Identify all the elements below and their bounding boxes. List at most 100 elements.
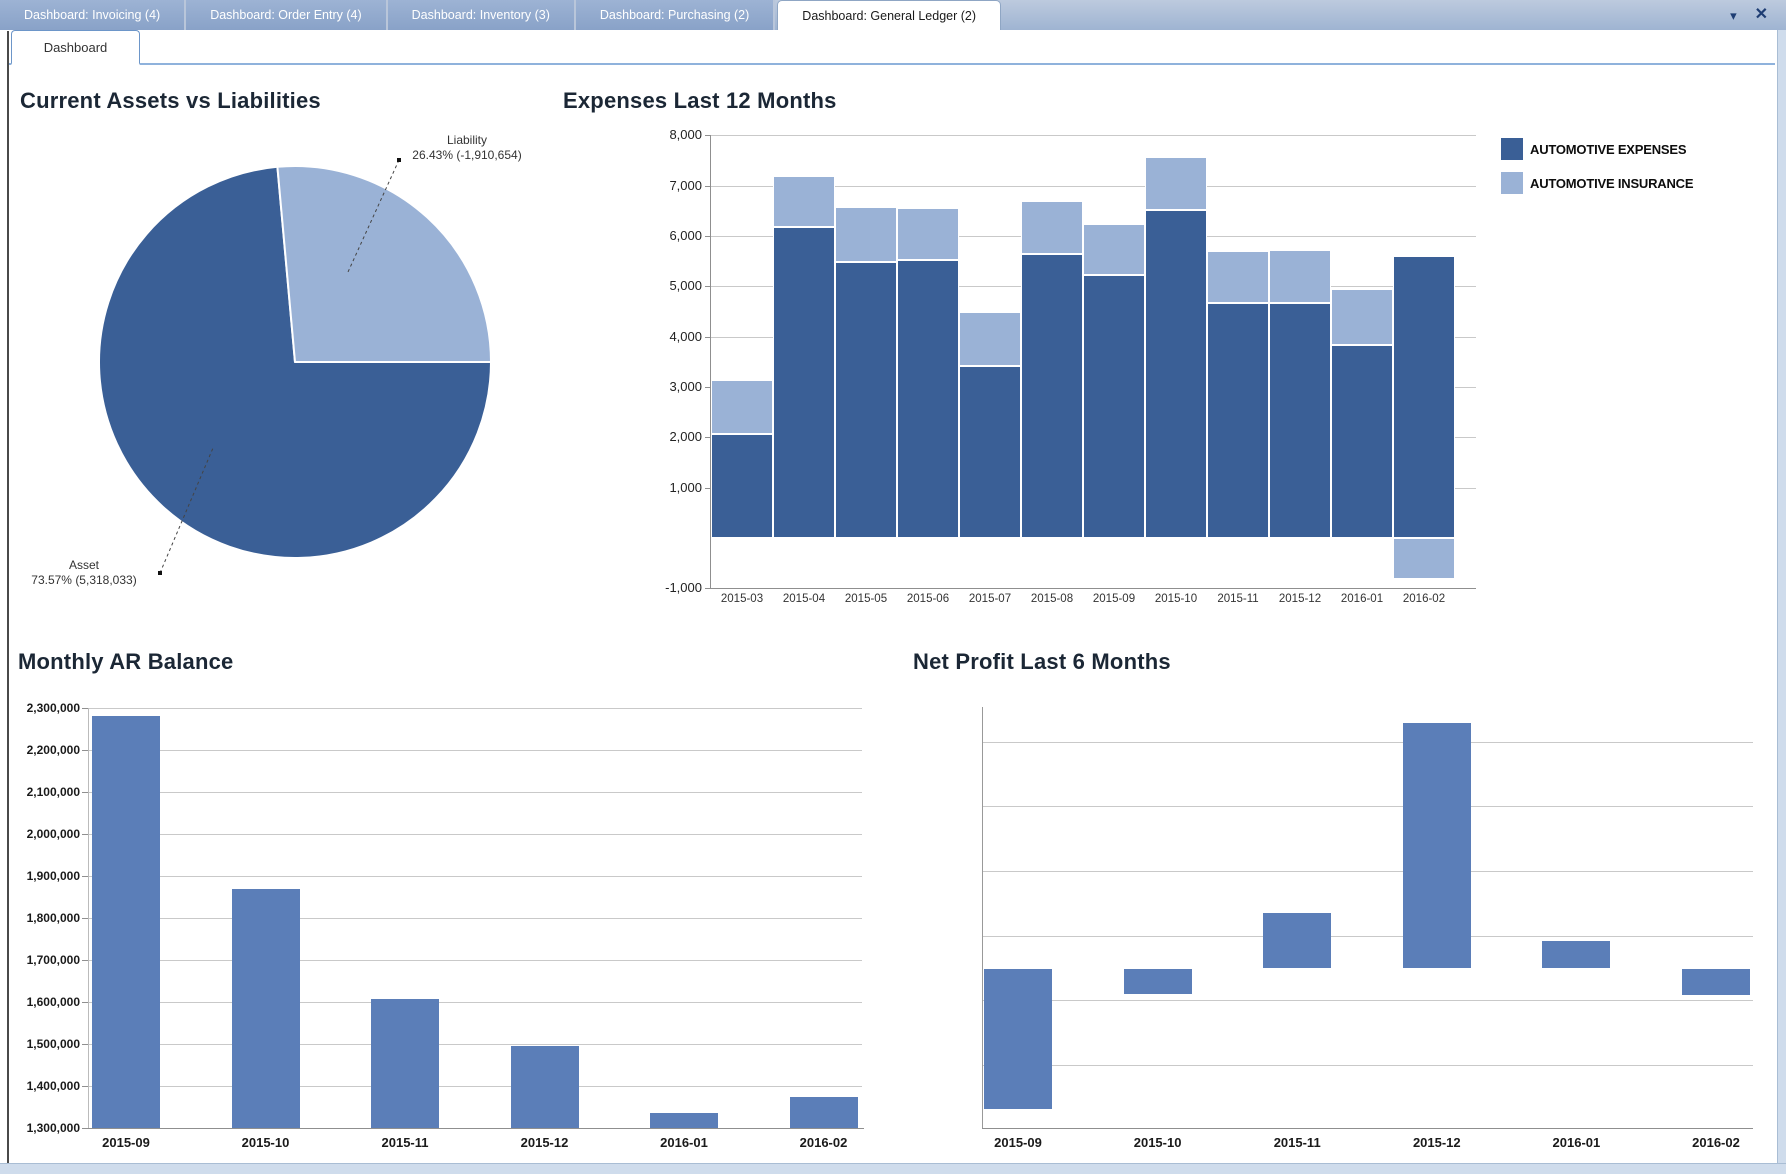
y-axis-tick xyxy=(705,286,710,288)
pie-slice-liability[interactable] xyxy=(276,165,492,363)
y-axis-label: 1,700,000 xyxy=(26,953,80,967)
x-axis-label: 2015-03 xyxy=(720,593,764,605)
gridline xyxy=(982,935,1753,937)
bar-2015-11-automotive-expenses[interactable] xyxy=(1207,303,1269,538)
tab-dashboard-inventory-3[interactable]: Dashboard: Inventory (3) xyxy=(387,0,576,30)
gridline xyxy=(982,1065,1753,1067)
x-axis xyxy=(982,1128,1753,1129)
x-axis-label: 2015-09 xyxy=(102,1135,150,1150)
bar-2015-09-automotive-expenses[interactable] xyxy=(1083,275,1145,538)
tab-dashboard-general-ledger-2[interactable]: Dashboard: General Ledger (2) xyxy=(777,0,1002,31)
bar-2015-10[interactable] xyxy=(231,889,300,1128)
bar-2015-04-automotive-insurance[interactable] xyxy=(773,175,835,228)
bar-2015-10-automotive-insurance[interactable] xyxy=(1145,157,1207,211)
y-axis-label: 1,300,000 xyxy=(26,1121,80,1135)
bar-2016-01[interactable] xyxy=(650,1112,718,1128)
y-axis-tick xyxy=(82,834,88,835)
pie-label-liability-value: 26.43% (-1,910,654) xyxy=(412,148,522,162)
x-axis xyxy=(710,588,1476,590)
expenses-chart-title: Expenses Last 12 Months xyxy=(563,88,837,113)
y-axis-label: 6,000 xyxy=(669,228,702,243)
bar-2015-11-automotive-insurance[interactable] xyxy=(1207,250,1269,304)
gridline xyxy=(88,1044,862,1045)
bar-2015-11[interactable] xyxy=(1263,913,1332,968)
y-axis-tick xyxy=(82,750,88,751)
gridline xyxy=(88,1002,862,1003)
gridline xyxy=(88,918,862,919)
callout-line-liability xyxy=(347,159,400,273)
x-axis-label: 2015-12 xyxy=(520,1135,569,1150)
window-tab-bar: Dashboard: Invoicing (4) Dashboard: Order… xyxy=(0,0,1786,31)
bar-2016-02[interactable] xyxy=(789,1096,858,1128)
y-axis-tick xyxy=(82,1044,88,1045)
bar-2015-03-automotive-expenses[interactable] xyxy=(711,433,773,538)
close-icon[interactable]: ✕ xyxy=(1754,6,1768,23)
bar-2015-11[interactable] xyxy=(371,998,439,1128)
chevron-down-icon[interactable]: ▾ xyxy=(1730,7,1737,23)
y-axis-label: 4,000 xyxy=(669,328,702,344)
y-axis-tick xyxy=(82,918,88,919)
bar-2015-06-automotive-expenses[interactable] xyxy=(897,260,959,538)
y-axis xyxy=(710,135,711,589)
bar-2015-12-automotive-insurance[interactable] xyxy=(1269,250,1331,303)
gridline xyxy=(710,135,1476,137)
x-axis-label: 2015-07 xyxy=(968,593,1012,605)
gridline xyxy=(710,185,1476,187)
y-axis-tick xyxy=(82,708,88,709)
bar-2016-01-automotive-insurance[interactable] xyxy=(1331,289,1393,345)
x-axis-label: 2015-12 xyxy=(1412,1135,1461,1150)
bar-2015-09-automotive-insurance[interactable] xyxy=(1083,223,1145,276)
tab-dashboard[interactable]: Dashboard xyxy=(11,30,140,65)
bar-2015-12[interactable] xyxy=(1402,723,1471,968)
gridline xyxy=(982,870,1753,872)
tab-dashboard-order-entry-4[interactable]: Dashboard: Order Entry (4) xyxy=(186,0,388,30)
y-axis-tick xyxy=(705,135,710,137)
y-axis-tick xyxy=(82,876,88,877)
bar-2015-09[interactable] xyxy=(92,716,160,1128)
gridline xyxy=(88,792,862,793)
y-axis-tick xyxy=(705,487,710,489)
bar-2016-02[interactable] xyxy=(1682,969,1750,995)
x-axis-label: 2015-05 xyxy=(844,593,888,605)
net-profit-chart-title: Net Profit Last 6 Months xyxy=(913,649,1171,674)
bar-2015-10-automotive-expenses[interactable] xyxy=(1145,210,1207,538)
bar-2016-01[interactable] xyxy=(1542,941,1611,968)
bar-2015-08-automotive-insurance[interactable] xyxy=(1021,201,1083,254)
tab-dashboard-invoicing-4[interactable]: Dashboard: Invoicing (4) xyxy=(0,0,187,30)
y-axis-tick xyxy=(82,1128,88,1129)
x-axis-label: 2015-08 xyxy=(1030,593,1074,605)
bar-2015-10[interactable] xyxy=(1123,969,1192,994)
tab-dashboard-purchasing-2[interactable]: Dashboard: Purchasing (2) xyxy=(575,0,776,30)
bar-2015-12-automotive-expenses[interactable] xyxy=(1269,302,1331,538)
pie-label-asset-name: Asset xyxy=(68,558,99,572)
bar-2015-05-automotive-expenses[interactable] xyxy=(835,262,897,538)
y-axis-label: 7,000 xyxy=(669,177,702,193)
gridline xyxy=(88,708,862,709)
gridline xyxy=(982,741,1753,743)
bar-2015-04-automotive-expenses[interactable] xyxy=(773,227,835,538)
bar-2016-02-automotive-expenses[interactable] xyxy=(1393,255,1455,538)
x-axis-label: 2016-02 xyxy=(799,1135,848,1150)
bar-2016-02-automotive-insurance[interactable] xyxy=(1393,538,1455,580)
bar-2015-05-automotive-insurance[interactable] xyxy=(835,206,897,263)
y-axis-tick xyxy=(705,387,710,388)
bar-2015-09[interactable] xyxy=(984,969,1052,1110)
y-axis-tick xyxy=(82,792,88,793)
pie-chart-title: Current Assets vs Liabilities xyxy=(20,88,321,113)
bar-2015-12[interactable] xyxy=(510,1046,579,1128)
callout-line-asset-dot xyxy=(158,571,162,575)
bar-2015-07-automotive-expenses[interactable] xyxy=(959,365,1021,538)
window-right-strip xyxy=(1777,30,1786,1174)
bar-2016-01-automotive-expenses[interactable] xyxy=(1331,344,1393,538)
x-axis-label: 2016-02 xyxy=(1692,1135,1740,1150)
bar-2015-06-automotive-insurance[interactable] xyxy=(897,208,959,261)
x-axis-label: 2015-06 xyxy=(906,593,950,605)
y-axis xyxy=(88,708,89,1128)
assets-vs-liabilities-pie xyxy=(98,158,492,575)
bar-2015-08-automotive-expenses[interactable] xyxy=(1021,253,1083,538)
gridline xyxy=(88,960,862,961)
y-axis-label: 2,000 xyxy=(669,429,702,445)
bar-2015-03-automotive-insurance[interactable] xyxy=(711,379,773,434)
bar-2015-07-automotive-insurance[interactable] xyxy=(959,311,1021,366)
subtab-row: Dashboard xyxy=(9,30,1775,65)
